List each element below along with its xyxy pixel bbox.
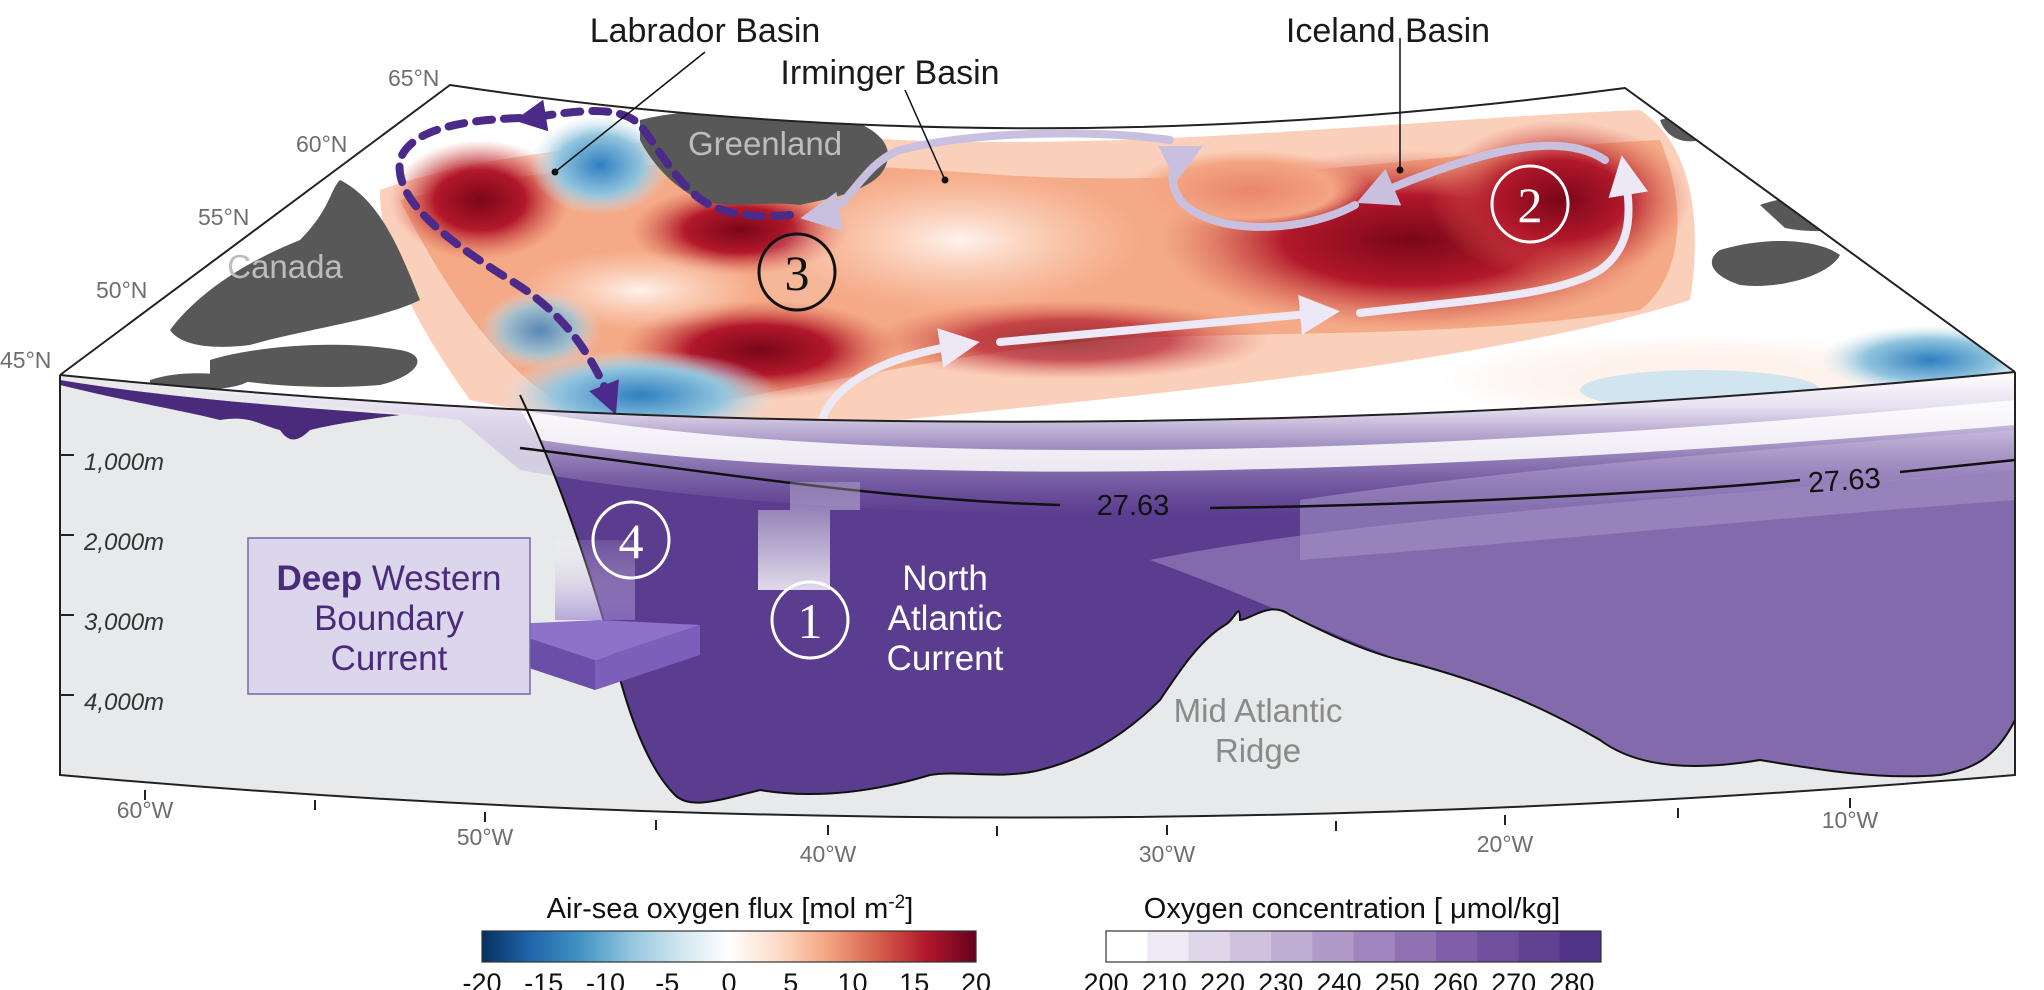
dwbc-label-line1: Deep Western <box>276 559 501 598</box>
oxygen-colorbar-step <box>1229 931 1272 962</box>
dwbc-label-rest: Western <box>372 559 502 598</box>
oxygen-colorbar-step <box>1518 931 1561 962</box>
lon-ticks <box>144 790 1851 836</box>
iceland-basin-label: Iceland Basin <box>1286 12 1490 50</box>
lon-label-30w: 30°W <box>1139 841 1196 867</box>
depth-ticks <box>60 454 74 696</box>
oxygen-colorbar-step <box>1188 931 1231 962</box>
oxygen-colorbar-step <box>1147 931 1189 962</box>
oxygen-colorbar-tick: 280 <box>1549 968 1594 990</box>
flux-colorbar: Air-sea oxygen flux [mol m-2] -20 -15 -10 -… <box>462 892 991 990</box>
flux-colorbar-tick: 5 <box>783 968 798 990</box>
svg-text:2: 2 <box>1518 177 1543 233</box>
oxygen-colorbar-step <box>1394 931 1437 962</box>
marker-2: 2 <box>1490 164 1570 244</box>
nac-label-line3: Current <box>887 639 1004 678</box>
oxygen-colorbar-title: Oxygen concentration [ μmol/kg] <box>1144 893 1560 925</box>
oxygen-colorbar-tick: 220 <box>1200 968 1245 990</box>
svg-text:4: 4 <box>619 513 644 569</box>
oxygen-colorbar-step <box>1271 931 1313 962</box>
lon-label-60w: 60°W <box>117 797 174 823</box>
lon-label-50w: 50°W <box>457 824 514 850</box>
labrador-basin-label: Labrador Basin <box>590 12 821 50</box>
oxygen-colorbar-step <box>1353 931 1396 962</box>
svg-text:1: 1 <box>798 593 823 649</box>
flux-colorbar-title: Air-sea oxygen flux [mol m-2] <box>547 892 914 925</box>
ridge-label-line1: Mid Atlantic <box>1174 692 1343 729</box>
greenland-label: Greenland <box>688 125 842 162</box>
flux-colorbar-fill <box>482 931 976 962</box>
flux-colorbar-tick: 20 <box>961 968 991 990</box>
basin-leaders <box>554 38 1401 181</box>
oxygen-colorbar-step <box>1106 931 1148 962</box>
dwbc-label-box <box>247 537 531 695</box>
oxygen-colorbar-step <box>1436 931 1478 962</box>
marker-4: 4 <box>591 500 671 580</box>
nac-label-line1: North <box>902 559 988 598</box>
depth-label-2000m: 2,000m <box>83 529 164 556</box>
marker-1: 1 <box>770 580 850 660</box>
dwbc-label-bold: Deep <box>276 559 362 598</box>
lat-label-60n: 60°N <box>296 131 347 157</box>
lat-label-45n: 45°N <box>0 347 51 373</box>
oxygen-colorbar-step <box>1477 931 1519 962</box>
oxygen-colorbar-tick: 260 <box>1433 968 1478 990</box>
oxygen-colorbar-tick: 210 <box>1142 968 1187 990</box>
oxygen-colorbar-step <box>1559 931 1602 962</box>
lat-label-65n: 65°N <box>388 65 439 91</box>
oxygen-colorbar-step <box>1312 931 1354 962</box>
nac-up-arrow <box>758 482 860 590</box>
flux-colorbar-tick: -20 <box>462 968 501 990</box>
isopycnal-label-east: 27.63 <box>1807 463 1882 500</box>
flux-colorbar-tick: 10 <box>837 968 867 990</box>
dwbc-label-line3: Current <box>331 639 448 678</box>
circulation-arrows <box>395 99 1649 437</box>
lon-label-20w: 20°W <box>1477 831 1534 857</box>
depth-label-1000m: 1,000m <box>84 449 164 476</box>
flux-colorbar-tick: 0 <box>721 968 736 990</box>
greenland-landmass <box>640 110 889 205</box>
oxygen-colorbar-tick: 250 <box>1375 968 1420 990</box>
lon-label-40w: 40°W <box>800 841 857 867</box>
flux-colorbar-tick: -5 <box>655 968 679 990</box>
oxygen-colorbar-tick: 200 <box>1083 968 1128 990</box>
svg-text:3: 3 <box>785 245 810 301</box>
oxygen-colorbar-tick: 230 <box>1258 968 1303 990</box>
canada-label: Canada <box>227 248 343 285</box>
oxygen-colorbar-tick: 240 <box>1316 968 1361 990</box>
lat-label-55n: 55°N <box>198 204 249 230</box>
oxygen-colorbar: Oxygen concentration [ μmol/kg] 200 210 22… <box>1083 893 1602 990</box>
flux-colorbar-tick: 15 <box>899 968 929 990</box>
flux-colorbar-tick: -15 <box>524 968 563 990</box>
dwbc-label-line2: Boundary <box>314 599 464 638</box>
lat-label-50n: 50°N <box>96 277 147 303</box>
canada-landmass <box>170 180 420 347</box>
lon-label-10w: 10°W <box>1822 807 1879 833</box>
depth-label-4000m: 4,000m <box>84 689 164 716</box>
nac-label-line2: Atlantic <box>888 599 1003 638</box>
flux-colorbar-tick: -10 <box>586 968 625 990</box>
depth-label-3000m: 3,000m <box>84 609 164 636</box>
irminger-basin-label: Irminger Basin <box>780 54 999 92</box>
ridge-label-line2: Ridge <box>1215 732 1301 769</box>
isopycnal-label-center: 27.63 <box>1097 490 1170 522</box>
marker-3: 3 <box>757 232 837 312</box>
oxygen-colorbar-tick: 270 <box>1491 968 1536 990</box>
europe-landmass <box>1711 240 1840 286</box>
